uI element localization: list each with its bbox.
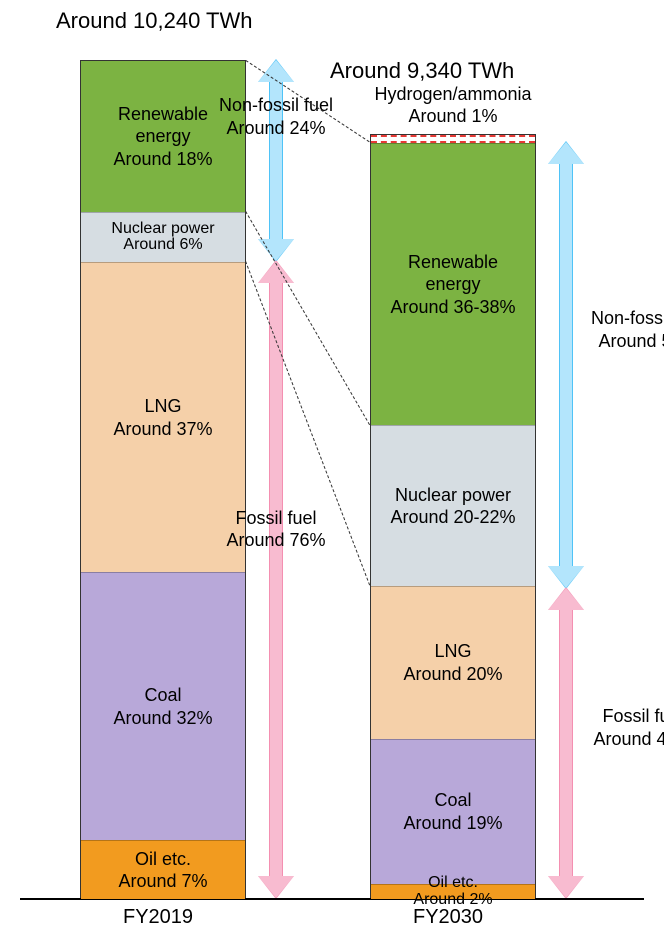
bar-fy2019: RenewableenergyAround 18%Nuclear powerAr… bbox=[80, 60, 246, 898]
segment-oil: Oil etc.Around 7% bbox=[81, 840, 245, 899]
segment-label-hydrogen-external: Hydrogen/ammonia Around 1% bbox=[358, 84, 548, 127]
segment-hydrogen bbox=[371, 135, 535, 143]
segment-coal: CoalAround 32% bbox=[81, 572, 245, 840]
segment-value: Around 37% bbox=[113, 418, 212, 441]
segment-renewable: RenewableenergyAround 36-38% bbox=[371, 143, 535, 426]
bracket-label-value: Around 24% bbox=[211, 117, 341, 140]
segment-nuclear: Nuclear powerAround 20-22% bbox=[371, 425, 535, 585]
bracket-label-a4: Fossil fuelAround 41% bbox=[588, 705, 664, 750]
segment-name: Nuclear power bbox=[111, 221, 214, 238]
bracket-label-a2: Fossil fuelAround 76% bbox=[211, 507, 341, 552]
segment-value: Around 36-38% bbox=[390, 296, 515, 319]
energy-mix-stacked-bar-chart: RenewableenergyAround 18%Nuclear powerAr… bbox=[0, 0, 664, 952]
segment-name: LNG bbox=[434, 640, 471, 663]
segment-name: Renewable bbox=[408, 251, 498, 274]
segment-value: Around 20-22% bbox=[390, 506, 515, 529]
segment-value: Around 6% bbox=[123, 237, 202, 254]
x-axis-label-fy2019: FY2019 bbox=[123, 906, 193, 929]
bracket-label-a3: Non-fossil fuelAround 59% bbox=[588, 307, 664, 352]
segment-value: Around 1% bbox=[358, 106, 548, 128]
segment-name: LNG bbox=[144, 395, 181, 418]
bracket-label-a1: Non-fossil fuelAround 24% bbox=[211, 94, 341, 139]
segment-name: Oil etc. bbox=[135, 848, 191, 871]
bracket-label-title: Fossil fuel bbox=[211, 507, 341, 530]
bracket-arrow-a3 bbox=[548, 142, 584, 588]
segment-name: Coal bbox=[434, 789, 471, 812]
segment-name-line2: energy bbox=[135, 125, 190, 148]
bracket-arrow-a1 bbox=[258, 60, 294, 261]
segment-name: Hydrogen/ammonia bbox=[358, 84, 548, 106]
bracket-label-title: Non-fossil fuel bbox=[588, 307, 664, 330]
bar-fy2030: RenewableenergyAround 36-38%Nuclear powe… bbox=[370, 134, 536, 898]
segment-name: Renewable bbox=[118, 103, 208, 126]
segment-name: Nuclear power bbox=[395, 484, 511, 507]
segment-value: Around 7% bbox=[118, 870, 207, 893]
bracket-label-title: Fossil fuel bbox=[588, 705, 664, 728]
bracket-label-value: Around 59% bbox=[588, 330, 664, 353]
segment-coal: CoalAround 19% bbox=[371, 739, 535, 884]
segment-value: Around 20% bbox=[403, 663, 502, 686]
bracket-arrow-a4 bbox=[548, 588, 584, 898]
segment-name: Oil etc. bbox=[428, 875, 478, 892]
bracket-label-value: Around 41% bbox=[588, 728, 664, 751]
bracket-arrow-a2 bbox=[258, 261, 294, 898]
bracket-label-value: Around 76% bbox=[211, 529, 341, 552]
segment-value: Around 18% bbox=[113, 148, 212, 171]
bracket-label-title: Non-fossil fuel bbox=[211, 94, 341, 117]
segment-oil: Oil etc.Around 2% bbox=[371, 884, 535, 899]
segment-name-line2: energy bbox=[425, 273, 480, 296]
x-axis-label-fy2030: FY2030 bbox=[413, 906, 483, 929]
segment-value: Around 32% bbox=[113, 707, 212, 730]
segment-value: Around 19% bbox=[403, 812, 502, 835]
segment-name: Coal bbox=[144, 684, 181, 707]
segment-nuclear: Nuclear powerAround 6% bbox=[81, 212, 245, 262]
segment-lng: LNGAround 20% bbox=[371, 586, 535, 739]
bar-total-label-fy2019: Around 10,240 TWh bbox=[56, 8, 253, 34]
bar-total-label-fy2030: Around 9,340 TWh bbox=[330, 58, 514, 84]
